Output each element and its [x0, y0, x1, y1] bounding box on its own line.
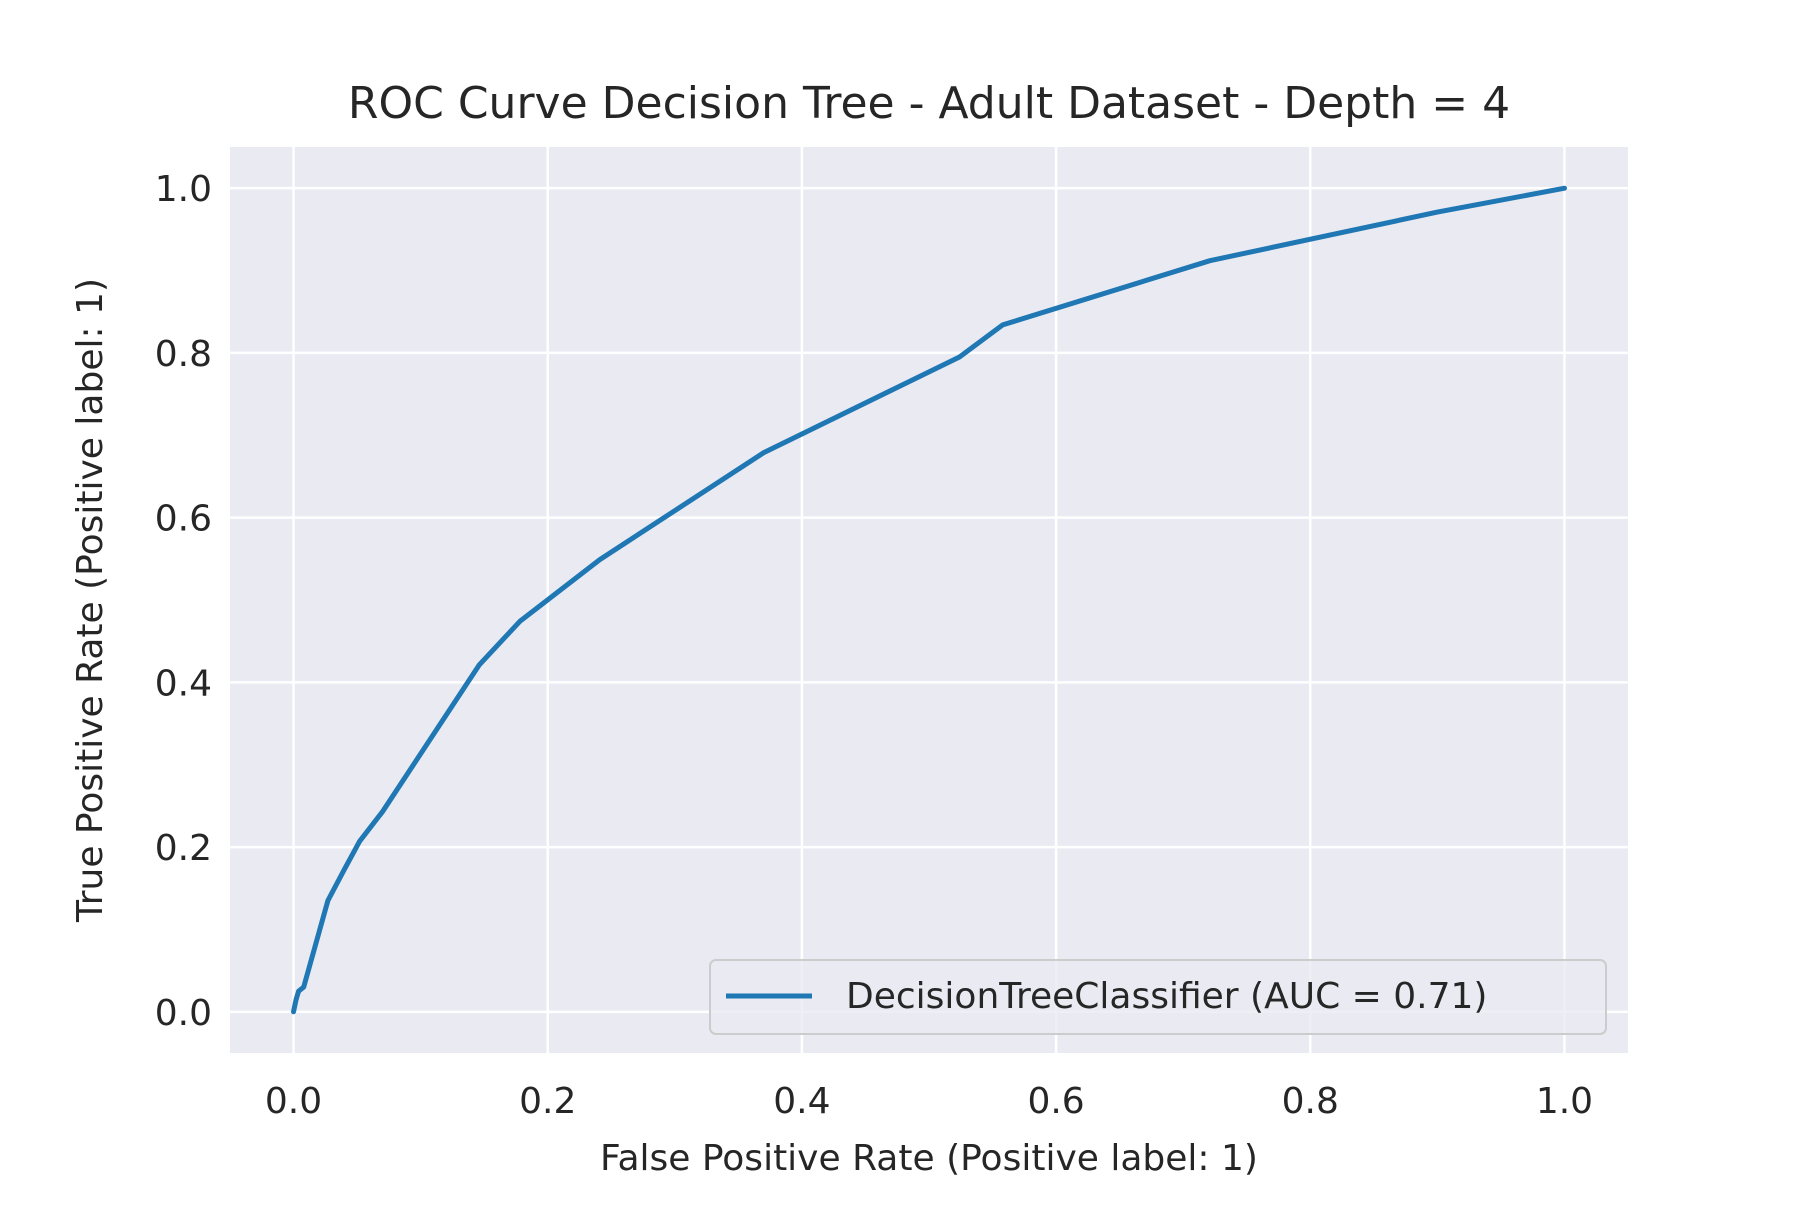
- x-tick-label: 1.0: [1536, 1081, 1593, 1122]
- roc-curve-line: [291, 185, 1567, 1015]
- grid-lines: [230, 147, 1628, 1053]
- x-tick-label: 0.0: [265, 1081, 322, 1122]
- x-axis-label: False Positive Rate (Positive label: 1): [600, 1138, 1258, 1179]
- series-layer: [291, 185, 1567, 1015]
- y-tick-label: 1.0: [155, 169, 212, 210]
- legend: DecisionTreeClassifier (AUC = 0.71): [709, 959, 1607, 1035]
- y-axis-label: True Positive Rate (Positive label: 1): [70, 278, 111, 923]
- x-tick-label: 0.4: [773, 1081, 830, 1122]
- legend-label: DecisionTreeClassifier (AUC = 0.71): [846, 976, 1487, 1017]
- y-tick-label: 0.0: [155, 993, 212, 1034]
- x-tick-label: 0.6: [1027, 1081, 1084, 1122]
- chart-title: ROC Curve Decision Tree - Adult Dataset …: [348, 78, 1510, 129]
- y-tick-label: 0.8: [155, 334, 212, 375]
- y-tick-label: 0.4: [155, 663, 212, 704]
- y-tick-label: 0.6: [155, 499, 212, 540]
- x-tick-label: 0.2: [519, 1081, 576, 1122]
- tick-labels: 0.0 0.2 0.4 0.6 0.8 1.0 0.0 0.2 0.4 0.6 0.8 1.0: [155, 169, 1593, 1122]
- legend-box: [709, 959, 1607, 1035]
- y-tick-label: 0.2: [155, 828, 212, 869]
- plot-area: [230, 147, 1628, 1053]
- x-tick-label: 0.8: [1282, 1081, 1339, 1122]
